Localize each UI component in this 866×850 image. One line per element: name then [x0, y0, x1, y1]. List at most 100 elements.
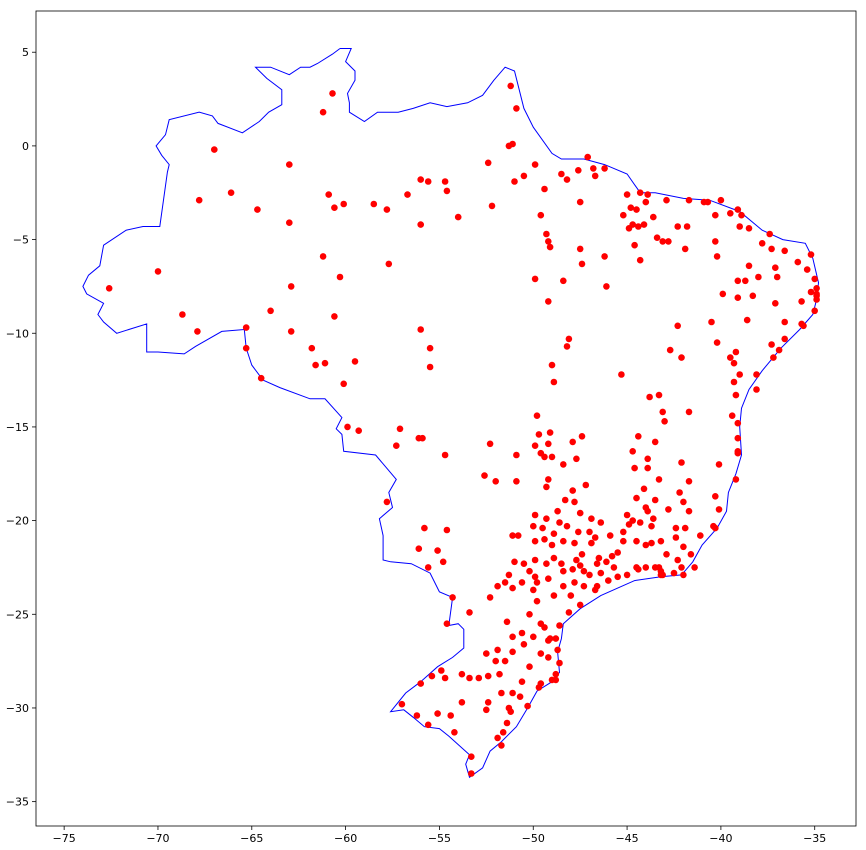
- scatter-point: [736, 371, 743, 378]
- x-tick-label: −75: [53, 832, 76, 845]
- scatter-point: [531, 442, 539, 450]
- x-tick-label: −45: [615, 832, 638, 845]
- scatter-point: [672, 534, 680, 541]
- scatter-point: [550, 378, 558, 386]
- scatter-point: [593, 560, 601, 567]
- scatter-point: [286, 219, 293, 226]
- scatter-point: [734, 419, 742, 427]
- scatter-point: [569, 487, 576, 494]
- scatter-point: [211, 146, 218, 153]
- scatter-point: [772, 300, 779, 307]
- scatter-point: [715, 506, 723, 513]
- scatter-point: [633, 206, 640, 213]
- scatter-point: [646, 393, 653, 401]
- x-tick-label: −70: [146, 832, 169, 845]
- scatter-point: [560, 461, 567, 468]
- scatter-point: [659, 238, 666, 245]
- x-tick-label: −35: [803, 832, 826, 845]
- scatter-point: [663, 196, 670, 204]
- scatter-point: [424, 178, 432, 185]
- scatter-point: [732, 391, 740, 399]
- scatter-point: [712, 493, 719, 500]
- scatter-point: [727, 354, 734, 361]
- scatter-point: [548, 453, 556, 461]
- scatter-point: [713, 253, 721, 260]
- scatter-point: [651, 564, 659, 571]
- scatter-point: [454, 213, 462, 221]
- scatter-point: [556, 659, 563, 667]
- scatter-point: [732, 476, 740, 483]
- scatter-point: [653, 234, 661, 241]
- scatter-point: [768, 245, 775, 253]
- scatter-point: [475, 674, 483, 682]
- scatter-point: [526, 663, 533, 670]
- scatter-point: [531, 556, 539, 564]
- scatter-point: [681, 245, 689, 253]
- scatter-point: [736, 223, 743, 230]
- scatter-point: [417, 680, 425, 687]
- scatter-point: [582, 481, 590, 489]
- y-tick-label: −10: [6, 327, 29, 340]
- scatter-point: [678, 564, 685, 571]
- scatter-point: [351, 358, 359, 365]
- scatter-point: [571, 498, 578, 506]
- scatter-point: [417, 176, 425, 183]
- scatter-point: [242, 324, 250, 331]
- scatter-point: [393, 442, 400, 450]
- scatter-point: [424, 721, 432, 729]
- scatter-point: [398, 700, 406, 708]
- y-tick-label: 5: [22, 46, 29, 59]
- scatter-point: [443, 620, 451, 627]
- scatter-point: [531, 275, 539, 283]
- scatter-point: [496, 670, 503, 678]
- scatter-point: [685, 507, 693, 515]
- scatter-point: [443, 526, 451, 534]
- scatter-point: [620, 211, 627, 219]
- scatter-point: [591, 172, 599, 180]
- scatter-point: [775, 346, 783, 354]
- scatter-point: [492, 478, 500, 485]
- scatter-point: [541, 453, 548, 461]
- scatter-point: [505, 571, 513, 579]
- scatter-point: [734, 294, 742, 302]
- scatter-point: [683, 223, 691, 230]
- scatter-point: [627, 204, 635, 211]
- scatter-point: [428, 672, 436, 680]
- scatter-point: [530, 522, 537, 530]
- scatter-point: [642, 504, 650, 511]
- scatter-point: [154, 268, 162, 275]
- scatter-point: [603, 283, 610, 290]
- scatter-point: [545, 298, 552, 305]
- scatter-point: [642, 564, 650, 571]
- scatter-point: [663, 551, 670, 558]
- scatter-point: [336, 273, 344, 281]
- scatter-point: [533, 579, 541, 586]
- scatter-point: [635, 433, 642, 440]
- scatter-point: [672, 524, 680, 532]
- scatter-point: [560, 277, 567, 285]
- scatter-point: [546, 429, 554, 436]
- scatter-point: [636, 189, 644, 196]
- scatter-point: [340, 380, 348, 388]
- scatter-point: [227, 189, 235, 196]
- scatter-point: [586, 571, 593, 579]
- scatter-point: [545, 575, 552, 582]
- scatter-point: [640, 221, 648, 228]
- scatter-point: [728, 412, 736, 420]
- scatter-point: [719, 290, 727, 298]
- scatter-point: [665, 506, 672, 513]
- scatter-point: [513, 478, 520, 485]
- scatter-point: [494, 582, 501, 590]
- scatter-point: [340, 200, 348, 208]
- scatter-point: [509, 532, 516, 539]
- y-axis: 5 0 −5 −10 −15 −20 −25 −30 −35: [6, 46, 36, 809]
- scatter-point: [545, 440, 552, 448]
- scatter-point: [742, 277, 749, 285]
- scatter-point: [674, 556, 681, 564]
- scatter-point: [681, 524, 689, 532]
- scatter-point: [578, 260, 586, 268]
- scatter-point: [486, 440, 494, 448]
- scatter-point: [614, 549, 621, 556]
- scatter-point: [257, 374, 265, 382]
